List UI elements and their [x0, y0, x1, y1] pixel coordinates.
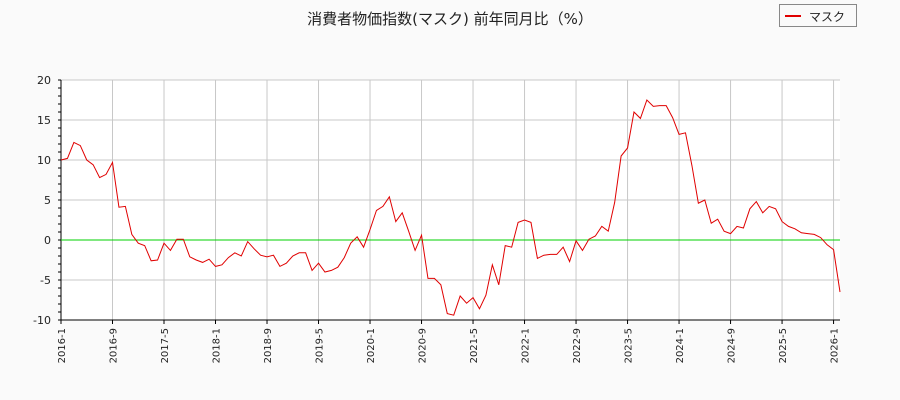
svg-text:2020-9: 2020-9: [418, 328, 429, 363]
svg-text:2022-9: 2022-9: [572, 328, 583, 363]
svg-text:2025-5: 2025-5: [778, 328, 789, 363]
svg-text:-10: -10: [33, 314, 51, 327]
svg-text:5: 5: [44, 194, 51, 207]
svg-text:0: 0: [44, 234, 51, 247]
svg-text:2024-1: 2024-1: [675, 328, 686, 363]
svg-text:2019-5: 2019-5: [315, 328, 326, 363]
legend: マスク: [779, 4, 857, 27]
svg-text:2026-1: 2026-1: [830, 328, 841, 363]
svg-text:2020-1: 2020-1: [366, 328, 377, 363]
svg-text:10: 10: [37, 154, 51, 167]
svg-text:15: 15: [37, 114, 51, 127]
svg-text:-5: -5: [40, 274, 51, 287]
svg-text:2016-9: 2016-9: [109, 328, 120, 363]
svg-text:2018-9: 2018-9: [263, 328, 274, 363]
svg-text:2021-5: 2021-5: [469, 328, 480, 363]
svg-text:20: 20: [37, 74, 51, 87]
svg-text:2016-1: 2016-1: [57, 328, 68, 363]
svg-text:2017-5: 2017-5: [160, 328, 171, 363]
legend-line-icon: [785, 15, 801, 17]
svg-text:2022-1: 2022-1: [521, 328, 532, 363]
chart-title: 消費者物価指数(マスク) 前年同月比（%）: [307, 10, 593, 28]
svg-text:2024-9: 2024-9: [727, 328, 738, 363]
svg-text:2018-1: 2018-1: [212, 328, 223, 363]
svg-text:2023-5: 2023-5: [624, 328, 635, 363]
legend-label: マスク: [809, 10, 846, 24]
